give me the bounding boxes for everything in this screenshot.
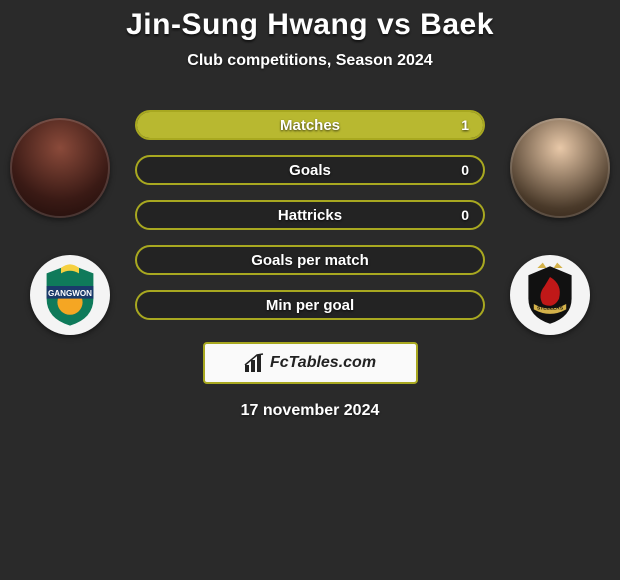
- brand-box: FcTables.com: [203, 342, 418, 384]
- stat-bar-value: 0: [461, 162, 469, 178]
- stat-bar-label: Hattricks: [278, 207, 342, 224]
- page-title: Jin-Sung Hwang vs Baek: [0, 8, 620, 42]
- stat-bar: Goals 0: [135, 155, 485, 185]
- footer-date: 17 november 2024: [0, 402, 620, 420]
- bar-chart-icon: [244, 353, 266, 373]
- steelers-crest-icon: STEELERS: [514, 259, 586, 331]
- stat-bar-label: Goals per match: [251, 252, 369, 269]
- stat-bar-value: 0: [461, 207, 469, 223]
- stat-bar: Min per goal: [135, 290, 485, 320]
- brand-text: FcTables.com: [270, 354, 376, 372]
- stat-bar-label: Goals: [289, 162, 331, 179]
- stat-bars: Matches 1 Goals 0 Hattricks 0 Goals per match M…: [135, 110, 485, 320]
- club-right-crest: STEELERS: [510, 255, 590, 335]
- page-subtitle: Club competitions, Season 2024: [0, 52, 620, 70]
- club-left-crest: GANGWON: [30, 255, 110, 335]
- stat-bar: Hattricks 0: [135, 200, 485, 230]
- stat-bar-label: Min per goal: [266, 297, 354, 314]
- stat-bar-label: Matches: [280, 117, 340, 134]
- svg-text:STEELERS: STEELERS: [537, 305, 564, 311]
- header: Jin-Sung Hwang vs Baek Club competitions…: [0, 0, 620, 70]
- stat-bar: Goals per match: [135, 245, 485, 275]
- player-left-avatar: [10, 118, 110, 218]
- gangwon-crest-icon: GANGWON: [34, 259, 106, 331]
- player-right-avatar: [510, 118, 610, 218]
- svg-text:GANGWON: GANGWON: [48, 289, 92, 298]
- stat-bar-value: 1: [461, 117, 469, 133]
- comparison-panel: GANGWON STEELERS Matches1Goals0Hattricks…: [0, 110, 620, 420]
- stat-bar: Matches 1: [135, 110, 485, 140]
